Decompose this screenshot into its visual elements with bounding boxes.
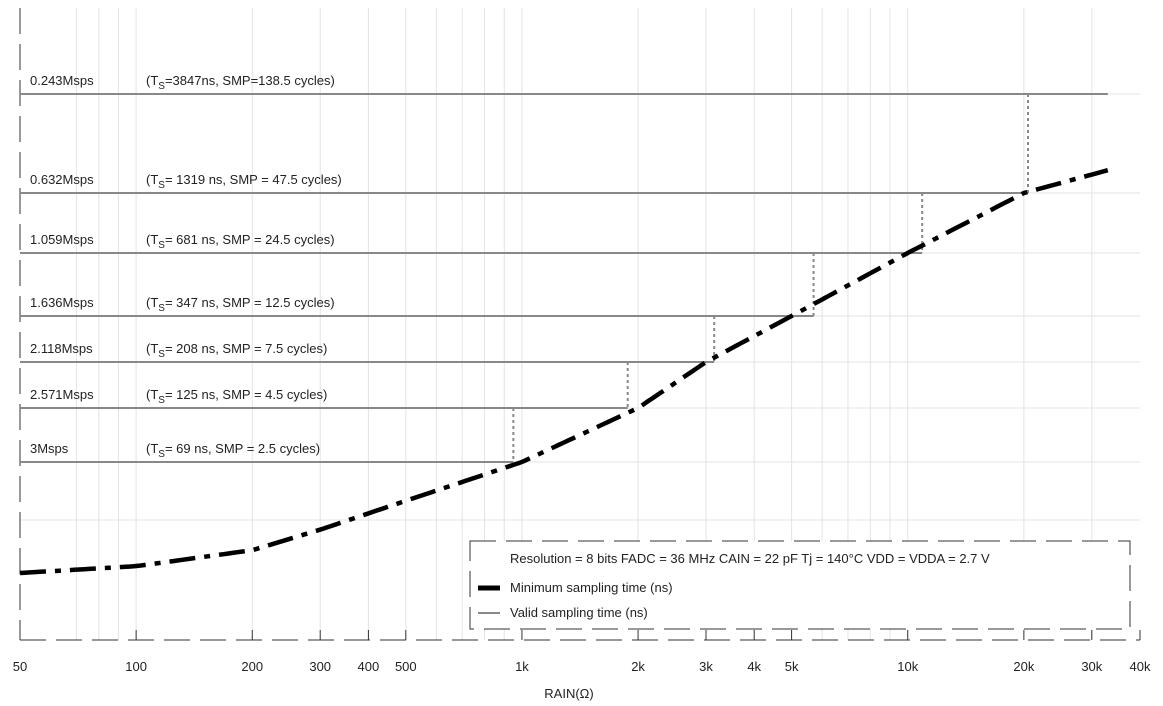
x-tick-label: 3k: [699, 659, 713, 674]
level-rate-label: 2.118Msps: [30, 341, 93, 356]
legend: Resolution = 8 bits FADC = 36 MHz CAIN =…: [469, 540, 1131, 630]
level-rate-label: 0.243Msps: [30, 73, 94, 88]
level-timing-label: (TS= 347 ns, SMP = 12.5 cycles): [146, 295, 335, 314]
level-rate-label: 0.632Msps: [30, 172, 94, 187]
x-tick-label: 2k: [631, 659, 645, 674]
x-tick-label: 50: [13, 659, 27, 674]
minimum-sampling-curve: [19, 168, 1109, 576]
level-rate-label: 2.571Msps: [30, 387, 94, 402]
legend-title: Resolution = 8 bits FADC = 36 MHz CAIN =…: [510, 551, 990, 566]
x-tick-label: 4k: [747, 659, 761, 674]
level-timing-label: (TS= 208 ns, SMP = 7.5 cycles): [146, 341, 327, 360]
x-tick-labels: 50 100 200 300 400 500 1k 2k 3k 4k 5k 10k 20k 30k 40k: [13, 659, 1151, 674]
x-tick-label: 100: [125, 659, 147, 674]
chart-axes: [19, 8, 1141, 641]
x-tick-label: 1k: [515, 659, 529, 674]
level-rate-label: 1.059Msps: [30, 232, 94, 247]
legend-box: [469, 540, 1131, 630]
x-axis-label: RAIN(Ω): [544, 686, 593, 701]
legend-label-valid: Valid sampling time (ns): [510, 605, 648, 620]
x-tick-label: 40k: [1130, 659, 1151, 674]
level-timing-label: (TS= 1319 ns, SMP = 47.5 cycles): [146, 172, 342, 191]
level-timing-label: (TS= 125 ns, SMP = 4.5 cycles): [146, 387, 327, 406]
level-timing-label: (TS= 69 ns, SMP = 2.5 cycles): [146, 441, 320, 460]
x-tick-label: 20k: [1013, 659, 1034, 674]
x-tick-label: 30k: [1081, 659, 1102, 674]
x-tick-label: 300: [309, 659, 331, 674]
x-tick-label: 5k: [785, 659, 799, 674]
minimum-sampling-curve-path: [19, 168, 1109, 576]
valid-sampling-levels: 0.243Msps (TS=3847ns, SMP=138.5 cycles) 0.…: [20, 73, 1108, 463]
level-rate-label: 3Msps: [30, 441, 69, 456]
x-tick-label: 500: [395, 659, 417, 674]
level-rate-label: 1.636Msps: [30, 295, 94, 310]
x-tick-label: 400: [358, 659, 380, 674]
level-timing-label: (TS=3847ns, SMP=138.5 cycles): [146, 73, 335, 92]
x-tick-label: 10k: [897, 659, 918, 674]
x-tick-label: 200: [241, 659, 263, 674]
legend-label-minimum: Minimum sampling time (ns): [510, 580, 673, 595]
level-timing-label: (TS= 681 ns, SMP = 24.5 cycles): [146, 232, 335, 251]
